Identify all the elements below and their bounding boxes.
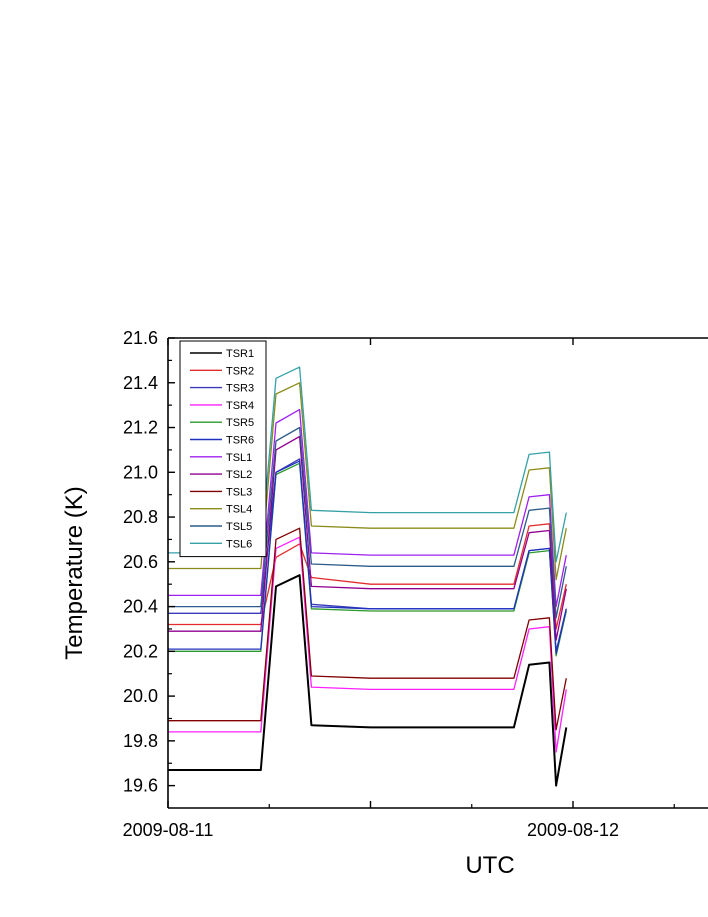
legend-label: TSL5 (226, 521, 252, 533)
legend-label: TSL1 (226, 452, 252, 464)
legend-label: TSR4 (226, 400, 254, 412)
y-tick-label: 21.0 (123, 462, 158, 482)
series-line-tsl3 (168, 527, 567, 731)
legend-label: TSR5 (226, 417, 254, 429)
legend-label: TSR2 (226, 365, 254, 377)
series-line-tsr4 (168, 536, 567, 753)
x-tick-label: 2009-08-11 (123, 820, 214, 840)
legend-label: TSR3 (226, 383, 254, 395)
y-tick-label: 20.8 (123, 507, 158, 527)
x-tick-label: 2009-08-12 (527, 820, 619, 840)
y-tick-label: 21.4 (123, 373, 158, 393)
y-tick-label: 20.4 (123, 597, 158, 617)
legend-label: TSR6 (226, 435, 254, 447)
y-tick-label: 19.8 (123, 731, 158, 751)
y-tick-label: 21.6 (123, 328, 158, 348)
legend: TSR1 TSR2 TSR3 TSR4 TSR5 TSR6 TSL1 TSL2 TSL3 TSL4… (179, 340, 267, 558)
legend-label: TSL2 (226, 469, 252, 481)
y-axis-title: Temperature (K) (61, 486, 88, 659)
legend-label: TSL6 (226, 538, 252, 550)
series-line-tsl2 (168, 435, 567, 641)
legend-label: TSL3 (226, 486, 252, 498)
series-line-tsr6 (168, 460, 567, 655)
series-line-tsl5 (168, 426, 567, 619)
axes: 19.6 19.8 20.0 20.2 20.4 20.6 20.8 21.0 21.2 21.4… (123, 328, 708, 840)
legend-box (179, 340, 267, 558)
x-axis-title: UTC (465, 852, 514, 879)
series-line-tsl4 (168, 382, 567, 581)
y-tick-label: 20.0 (123, 686, 158, 706)
series-line-tsl6 (168, 366, 567, 563)
y-tick-label: 21.2 (123, 418, 158, 438)
series-line-tsl1 (168, 408, 567, 608)
y-tick-label: 20.6 (123, 552, 158, 572)
y-tick-label: 19.6 (123, 776, 158, 796)
legend-label: TSR1 (226, 348, 254, 360)
y-tick-label: 20.2 (123, 641, 158, 661)
series-line-tsr1 (168, 574, 568, 787)
plot-area (168, 366, 568, 787)
legend-label: TSL4 (226, 504, 252, 516)
